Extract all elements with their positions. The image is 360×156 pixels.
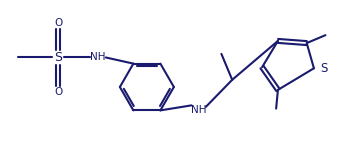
Text: O: O <box>54 18 62 28</box>
Text: NH: NH <box>90 52 106 63</box>
Text: S: S <box>54 51 62 64</box>
Text: O: O <box>54 87 62 97</box>
Text: NH: NH <box>191 105 207 115</box>
Text: S: S <box>320 62 328 75</box>
